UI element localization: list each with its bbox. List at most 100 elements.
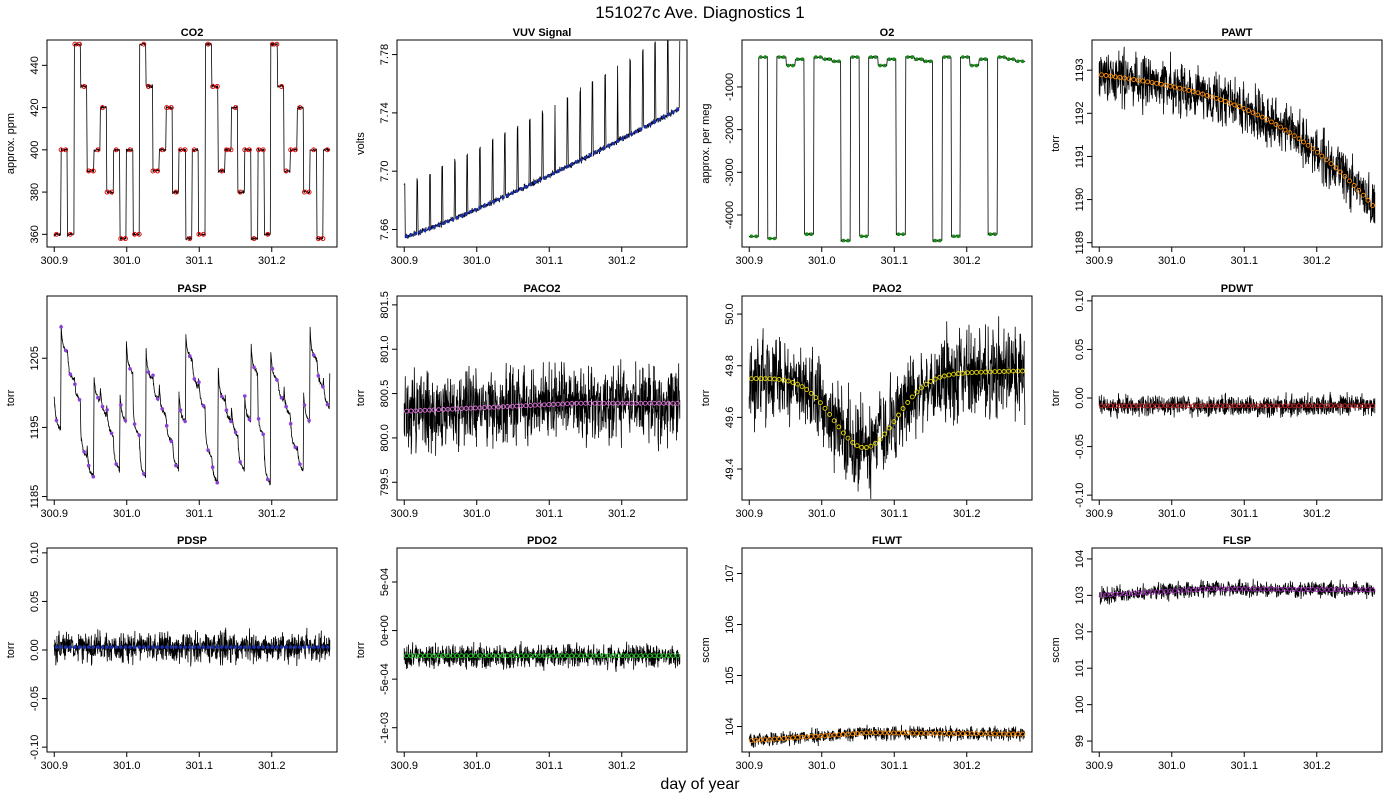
average-marker (542, 176, 547, 180)
average-marker (1347, 178, 1352, 184)
average-marker (182, 147, 188, 153)
average-marker (923, 730, 929, 736)
average-marker (827, 732, 833, 738)
average-marker (1314, 587, 1320, 592)
average-marker (823, 57, 827, 61)
average-marker (900, 406, 906, 411)
average-marker (675, 400, 680, 406)
average-marker (261, 645, 266, 649)
average-marker (932, 730, 938, 736)
average-marker (440, 407, 446, 412)
average-marker (1163, 82, 1169, 88)
average-marker (270, 645, 275, 649)
average-marker (1305, 403, 1311, 409)
y-tick-label: -0.05 (29, 686, 41, 711)
x-tick-label: 301.0 (808, 760, 836, 772)
average-marker (970, 63, 974, 68)
average-marker (441, 221, 446, 225)
average-marker (464, 211, 469, 216)
average-marker (768, 236, 772, 241)
x-tick-label: 301.2 (608, 508, 636, 520)
average-marker (758, 737, 764, 743)
average-marker (1135, 77, 1141, 83)
average-marker (1236, 104, 1242, 110)
average-marker (321, 645, 325, 649)
y-tick-label: 800.0 (379, 424, 391, 452)
average-marker (132, 231, 138, 237)
average-marker (1200, 586, 1206, 592)
average-marker (1020, 731, 1025, 737)
average-marker (1319, 153, 1325, 159)
average-marker (432, 225, 436, 229)
average-marker (155, 168, 161, 174)
average-marker (233, 105, 239, 111)
x-tick-label: 301.0 (808, 508, 836, 520)
average-marker (850, 55, 855, 59)
average-marker (210, 84, 216, 89)
average-marker (256, 417, 261, 421)
average-marker (59, 645, 63, 649)
x-tick-label: 301.2 (258, 255, 286, 267)
average-marker (468, 653, 474, 659)
average-marker (201, 403, 206, 408)
average-marker (1099, 403, 1104, 409)
average-marker (1172, 588, 1178, 594)
average-marker (533, 180, 537, 185)
x-tick-label: 301.1 (880, 255, 908, 267)
average-marker (114, 462, 118, 466)
average-marker (1273, 403, 1279, 409)
x-tick-label: 300.9 (40, 508, 68, 520)
average-marker (914, 730, 920, 736)
average-marker (610, 400, 616, 406)
y-tick-label: 107 (724, 564, 736, 582)
average-marker (224, 408, 229, 413)
average-marker (969, 370, 975, 376)
average-marker (307, 645, 311, 649)
average-marker (109, 645, 114, 649)
average-marker (86, 645, 91, 649)
y-tick-label: -0.10 (29, 735, 41, 760)
average-marker (1131, 77, 1137, 82)
average-marker (937, 730, 943, 736)
average-marker (1314, 403, 1320, 409)
average-marker (840, 731, 846, 737)
average-marker (160, 645, 164, 649)
average-marker (1356, 587, 1362, 593)
average-marker (593, 151, 597, 155)
average-marker (532, 402, 538, 408)
average-marker (1016, 59, 1020, 64)
average-marker (1154, 80, 1160, 86)
x-tick-label: 301.1 (1230, 508, 1258, 520)
average-marker (1172, 84, 1178, 90)
y-tick-label: -2000 (724, 116, 736, 144)
average-marker (657, 117, 661, 122)
average-marker (928, 378, 934, 384)
average-marker (1010, 368, 1016, 374)
y-axis-label: torr (700, 389, 712, 406)
average-marker (960, 370, 966, 376)
x-tick-label: 301.0 (463, 760, 491, 772)
average-marker (436, 223, 441, 227)
average-marker (252, 365, 256, 370)
y-tick-label: 0.00 (1074, 387, 1086, 408)
average-marker (795, 381, 800, 387)
average-marker (164, 105, 170, 111)
x-tick-label: 301.2 (258, 508, 286, 520)
y-tick-label: 0.05 (29, 591, 41, 612)
average-marker (656, 653, 662, 659)
average-marker (546, 402, 552, 408)
average-marker (652, 653, 657, 659)
average-marker (427, 226, 432, 231)
average-marker (518, 403, 524, 409)
average-marker (269, 41, 275, 47)
plot-frame (396, 547, 688, 753)
average-marker (509, 653, 515, 659)
average-marker (63, 645, 68, 649)
average-marker (1140, 78, 1146, 84)
average-marker (1131, 403, 1137, 409)
average-marker (413, 231, 418, 236)
average-marker (445, 653, 451, 659)
average-marker (279, 645, 284, 649)
average-marker (979, 57, 983, 61)
average-marker (1126, 591, 1132, 597)
